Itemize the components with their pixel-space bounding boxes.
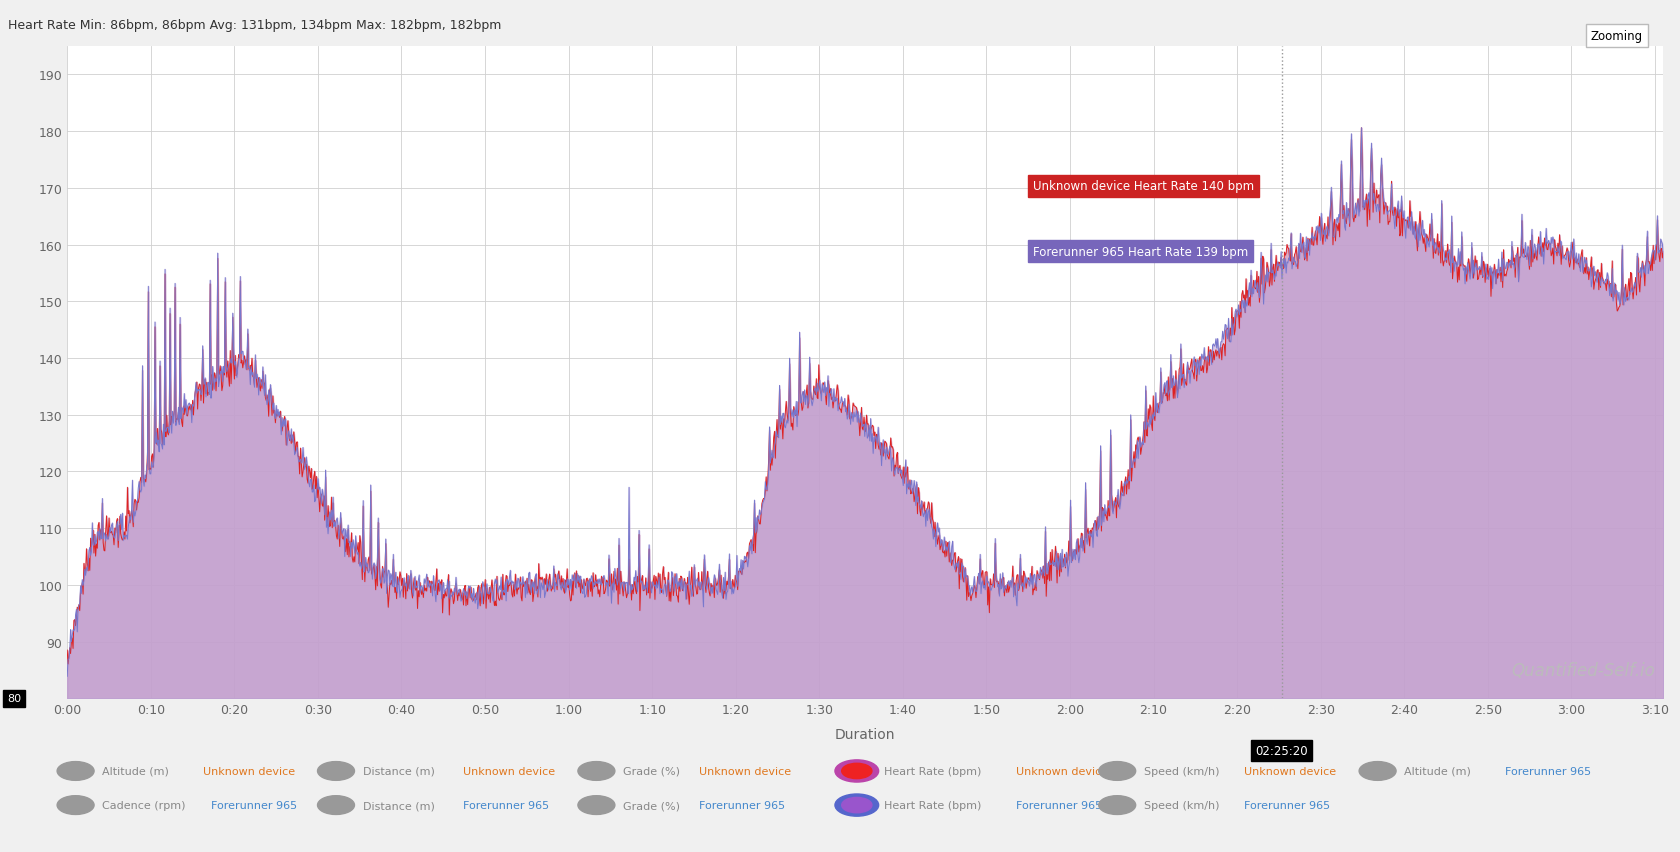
Text: Distance (m): Distance (m) <box>363 800 438 810</box>
Text: Quantified-Self.io: Quantified-Self.io <box>1512 661 1655 679</box>
Text: Unknown device: Unknown device <box>1245 766 1336 776</box>
Text: Speed (km/h): Speed (km/h) <box>1144 766 1223 776</box>
Text: Unknown device Heart Rate 140 bpm: Unknown device Heart Rate 140 bpm <box>1033 181 1253 193</box>
Text: Speed (km/h): Speed (km/h) <box>1144 800 1223 810</box>
Text: Forerunner 965: Forerunner 965 <box>210 800 297 810</box>
X-axis label: Duration: Duration <box>835 728 895 741</box>
Text: Unknown device: Unknown device <box>203 766 294 776</box>
Text: Forerunner 965 Heart Rate 139 bpm: Forerunner 965 Heart Rate 139 bpm <box>1033 245 1248 258</box>
Text: Distance (m): Distance (m) <box>363 766 438 776</box>
Text: 80: 80 <box>7 694 22 704</box>
Text: Altitude (m): Altitude (m) <box>1404 766 1475 776</box>
Text: Unknown device: Unknown device <box>699 766 791 776</box>
Text: Unknown device: Unknown device <box>464 766 554 776</box>
Text: Unknown device: Unknown device <box>1016 766 1109 776</box>
Text: Heart Rate Min: 86bpm, 86bpm Avg: 131bpm, 134bpm Max: 182bpm, 182bpm: Heart Rate Min: 86bpm, 86bpm Avg: 131bpm… <box>8 19 502 32</box>
Text: Cadence (rpm): Cadence (rpm) <box>102 800 190 810</box>
Text: Forerunner 965: Forerunner 965 <box>1016 800 1102 810</box>
Text: 02:25:20: 02:25:20 <box>1255 745 1309 757</box>
Text: Heart Rate (bpm): Heart Rate (bpm) <box>884 800 984 810</box>
Text: Grade (%): Grade (%) <box>623 766 684 776</box>
Text: Heart Rate (bpm): Heart Rate (bpm) <box>884 766 984 776</box>
Text: Grade (%): Grade (%) <box>623 800 684 810</box>
Text: Zooming: Zooming <box>1591 30 1643 43</box>
Text: Forerunner 965: Forerunner 965 <box>699 800 785 810</box>
Text: Forerunner 965: Forerunner 965 <box>1245 800 1331 810</box>
Text: Forerunner 965: Forerunner 965 <box>464 800 549 810</box>
Text: Altitude (m): Altitude (m) <box>102 766 173 776</box>
Text: Forerunner 965: Forerunner 965 <box>1505 766 1591 776</box>
